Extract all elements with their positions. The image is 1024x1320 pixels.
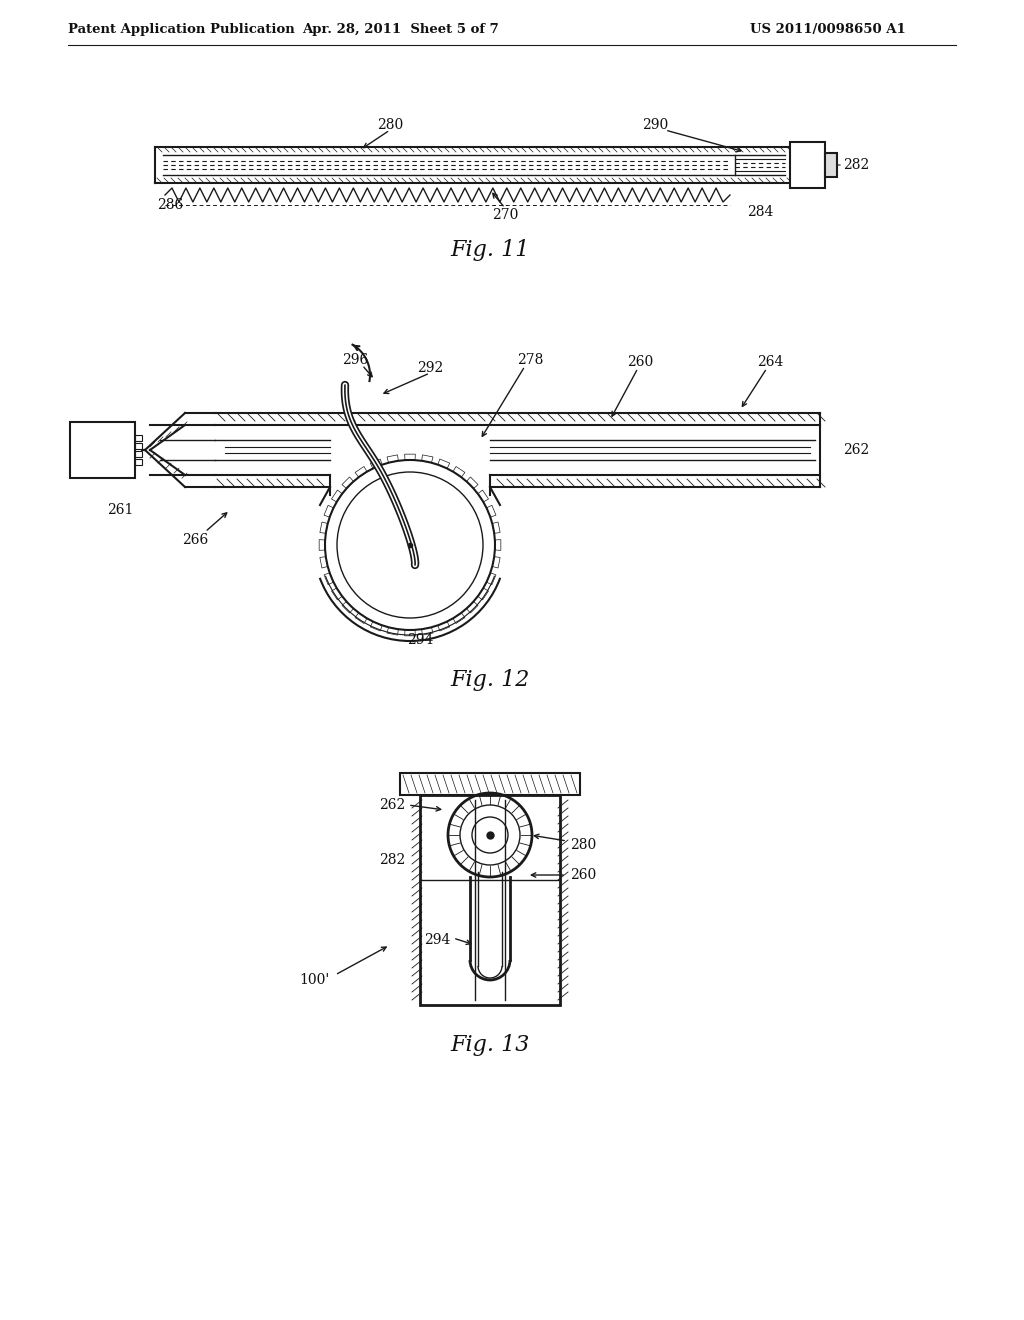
Text: 100': 100' — [300, 973, 330, 987]
Text: 260: 260 — [570, 869, 596, 882]
Text: Fig. 12: Fig. 12 — [451, 669, 529, 690]
Bar — [135, 451, 142, 457]
Text: 296: 296 — [342, 352, 368, 367]
Bar — [790, 143, 825, 187]
Text: 261: 261 — [106, 503, 133, 517]
Text: 262: 262 — [379, 799, 406, 812]
Bar — [479, 876, 501, 975]
Text: 260: 260 — [627, 355, 653, 370]
Text: US 2011/0098650 A1: US 2011/0098650 A1 — [750, 24, 906, 37]
Text: 280: 280 — [570, 838, 596, 851]
Bar — [135, 444, 142, 449]
Bar — [135, 436, 142, 441]
Text: 264: 264 — [757, 355, 783, 370]
Bar — [825, 153, 837, 177]
Text: Fig. 11: Fig. 11 — [451, 239, 529, 261]
Text: 282: 282 — [843, 158, 869, 172]
Bar — [420, 795, 560, 1005]
Text: 294: 294 — [407, 634, 433, 647]
Text: 294: 294 — [424, 933, 450, 946]
Text: 292: 292 — [417, 360, 443, 375]
Text: 266: 266 — [182, 533, 208, 546]
Bar — [135, 459, 142, 465]
Text: Patent Application Publication: Patent Application Publication — [68, 24, 295, 37]
Text: 270: 270 — [492, 209, 518, 222]
Text: Fig. 13: Fig. 13 — [451, 1034, 529, 1056]
Text: 286: 286 — [157, 198, 183, 213]
Text: Apr. 28, 2011  Sheet 5 of 7: Apr. 28, 2011 Sheet 5 of 7 — [302, 24, 499, 37]
Bar — [70, 422, 135, 478]
Text: 262: 262 — [843, 444, 869, 457]
Text: 284: 284 — [746, 205, 773, 219]
Text: 282: 282 — [379, 853, 406, 867]
Text: 280: 280 — [377, 117, 403, 132]
Bar — [400, 774, 580, 795]
Text: 278: 278 — [517, 352, 543, 367]
Text: 290: 290 — [642, 117, 668, 132]
